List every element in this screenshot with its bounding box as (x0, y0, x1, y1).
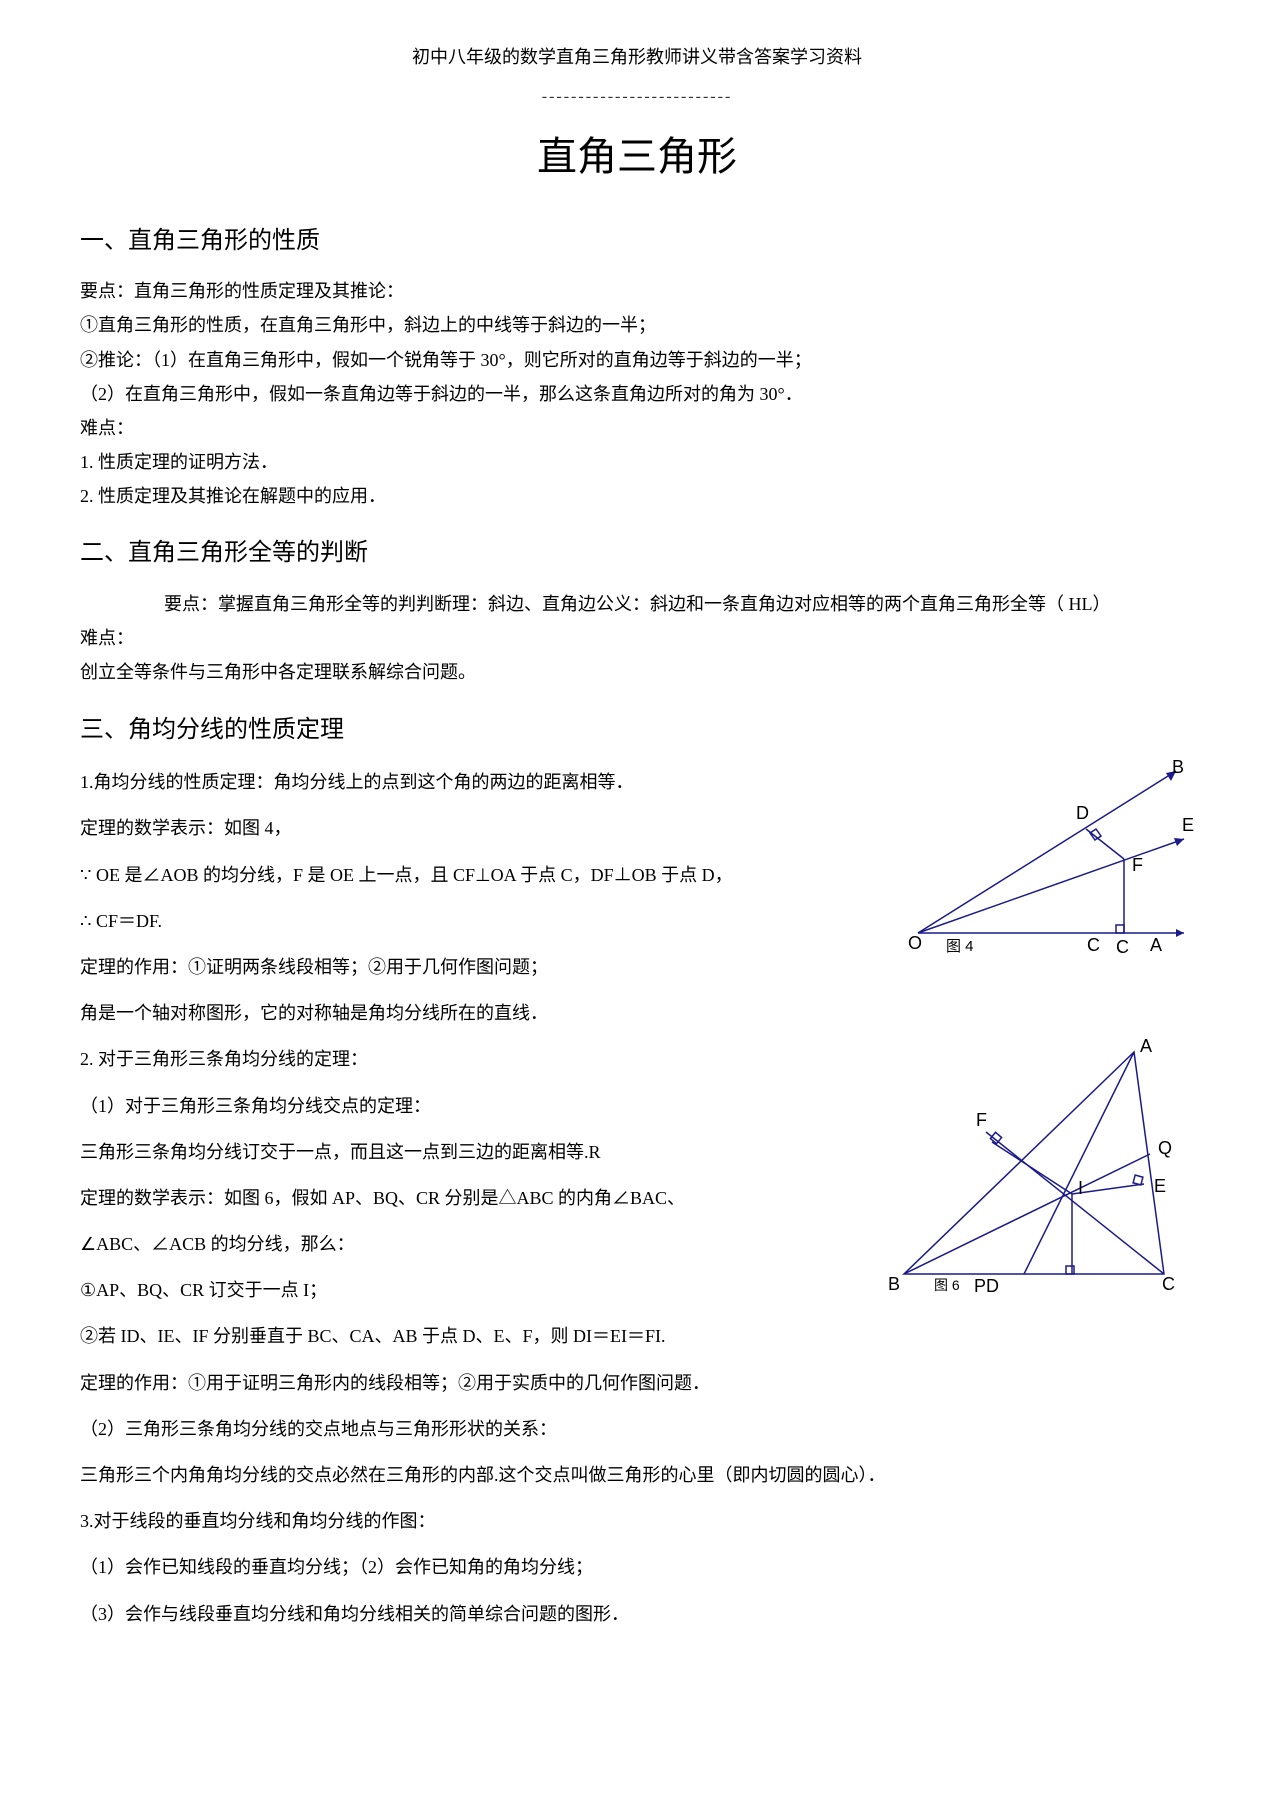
figure-6: A B C 图 6 PD Q E F I (874, 1034, 1194, 1304)
s2-p1: 要点：掌握直角三角形全等的判判断理：斜边、直角边公义：斜边和一条直角边对应相等的… (176, 587, 1194, 621)
s3-p6: 角是一个轴对称图形，它的对称轴是角均分线所在的直线． (80, 996, 1194, 1030)
doc-header: 初中八年级的数学直角三角形教师讲义带含答案学习资料 (80, 40, 1194, 74)
section-3-heading: 三、角均分线的性质定理 (80, 708, 1194, 754)
s3-p14: 定理的作用：①用于证明三角形内的线段相等；②用于实质中的几何作图问题． (80, 1366, 1194, 1400)
fig6-I: I (1078, 1178, 1083, 1198)
s1-n1: 1. 性质定理的证明方法． (80, 445, 1194, 479)
s1-difficulty: 难点： (80, 411, 1194, 445)
s1-p2: ②推论：（1）在直角三角形中，假如一个锐角等于 30°，则它所对的直角边等于斜边… (80, 343, 1194, 377)
section-2-heading: 二、直角三角形全等的判断 (80, 531, 1194, 577)
fig6-C: C (1162, 1274, 1175, 1294)
s2-p3: 创立全等条件与三角形中各定理联系解综合问题。 (80, 655, 1194, 689)
s1-keypoint: 要点：直角三角形的性质定理及其推论： (80, 274, 1194, 308)
fig4-B: B (1172, 757, 1184, 777)
s3-p19: （3）会作与线段垂直均分线和角均分线相关的简单综合问题的图形． (80, 1597, 1194, 1631)
s2-p1-text: 要点：掌握直角三角形全等的判判断理：斜边、直角边公义：斜边和一条直角边对应相等的… (164, 594, 1111, 614)
s1-p3: （2）在直角三角形中，假如一条直角边等于斜边的一半，那么这条直角边所对的角为 3… (80, 377, 1194, 411)
fig4-O: O (908, 933, 922, 953)
fig6-cap: 图 6 (934, 1277, 960, 1293)
fig6-E: E (1154, 1176, 1166, 1196)
fig6-PD: PD (974, 1276, 999, 1296)
section-1-heading: 一、直角三角形的性质 (80, 219, 1194, 265)
figure-4: O 图 4 CA C B E F D (894, 753, 1194, 963)
s3-p13: ②若 ID、IE、IF 分别垂直于 BC、CA、AB 于点 D、E、F，则 DI… (80, 1319, 1194, 1353)
dash-line: -------------------------- (80, 82, 1194, 112)
fig6-B: B (888, 1274, 900, 1294)
main-title: 直角三角形 (80, 119, 1194, 195)
s3-p16: 三角形三个内角角均分线的交点必然在三角形的内部.这个交点叫做三角形的心里（即内切… (80, 1458, 1194, 1492)
fig4-E: E (1182, 815, 1194, 835)
s3-p15: （2）三角形三条角均分线的交点地点与三角形形状的关系： (80, 1412, 1194, 1446)
fig6-F: F (976, 1110, 987, 1130)
fig6-Q: Q (1158, 1138, 1172, 1158)
s2-p2: 难点： (80, 621, 1194, 655)
fig4-cap: 图 4 (946, 938, 974, 955)
s3-p18: （1）会作已知线段的垂直均分线；（2）会作已知角的角均分线； (80, 1550, 1194, 1584)
s3-p17: 3.对于线段的垂直均分线和角均分线的作图： (80, 1504, 1194, 1538)
fig4-C: C (1116, 937, 1129, 957)
fig6-A: A (1140, 1036, 1152, 1056)
fig4-D: D (1076, 803, 1089, 823)
s1-p1: ①直角三角形的性质，在直角三角形中，斜边上的中线等于斜边的一半； (80, 308, 1194, 342)
fig4-F: F (1132, 855, 1143, 875)
s1-n2: 2. 性质定理及其推论在解题中的应用． (80, 479, 1194, 513)
